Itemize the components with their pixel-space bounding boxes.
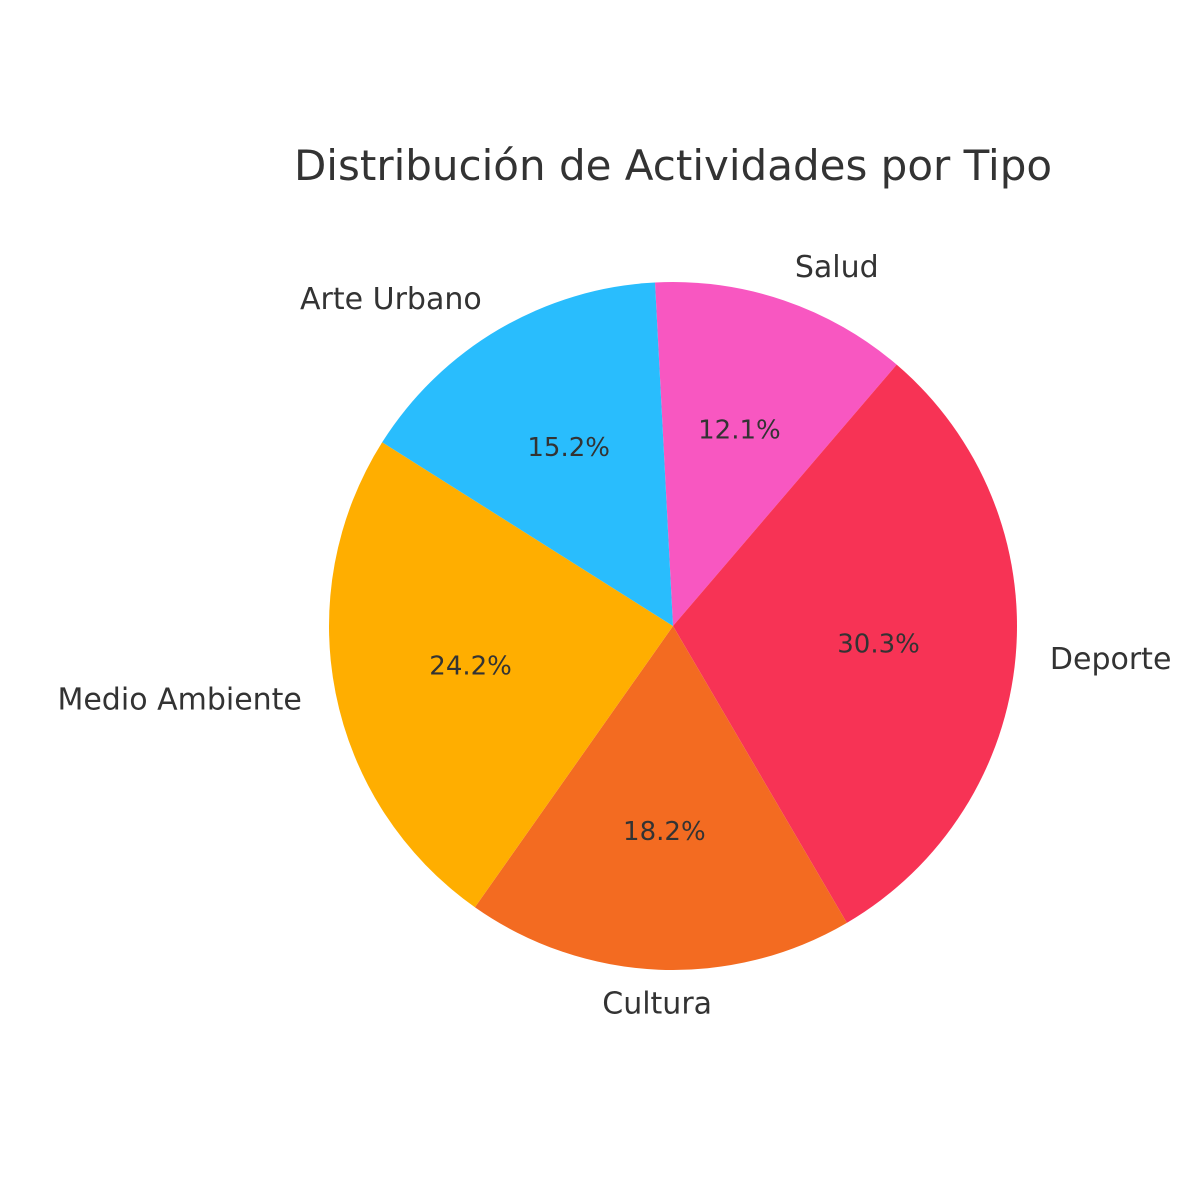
slice-label-deporte: Deporte (1050, 642, 1172, 677)
slice-label-salud: Salud (795, 250, 879, 285)
slice-pct-salud: 12.1% (698, 416, 781, 446)
pie-slice-cultura (474, 626, 847, 970)
slice-pct-cultura: 18.2% (623, 817, 706, 847)
chart-title: Distribución de Actividades por Tipo (294, 141, 1052, 190)
slice-pct-deporte: 30.3% (837, 629, 920, 659)
slice-label-arte-urbano: Arte Urbano (300, 282, 482, 317)
pie-slice-arte-urbano (382, 282, 673, 626)
slice-pct-medio-ambiente: 24.2% (429, 651, 512, 681)
pie-slice-deporte (673, 364, 1017, 923)
pie-slice-salud (654, 282, 897, 626)
pie-slices (329, 282, 1017, 970)
slice-pct-arte-urbano: 15.2% (527, 433, 610, 463)
pie-labels: Salud 12.1% Deporte 30.3% Cultura 18.2% Medio … (57, 250, 1171, 1021)
slice-label-cultura: Cultura (602, 987, 712, 1022)
pie-slice-medio-ambiente (329, 442, 673, 908)
slice-label-medio-ambiente: Medio Ambiente (57, 683, 301, 718)
